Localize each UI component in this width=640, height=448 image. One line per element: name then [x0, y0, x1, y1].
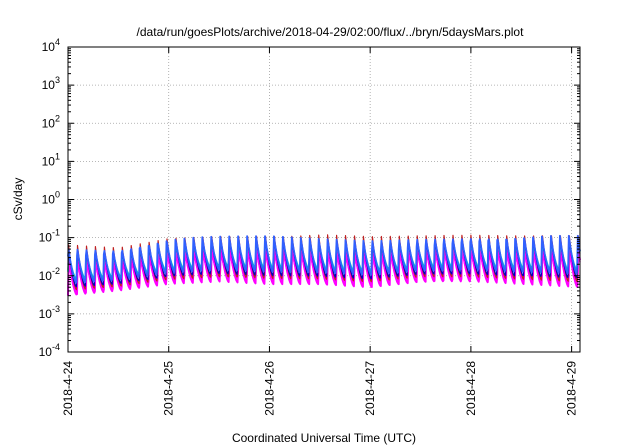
y-tick-label: 10-1: [39, 228, 60, 245]
x-tick-label: 2018-4-26: [262, 361, 276, 416]
series-line: [67, 249, 581, 293]
y-tick-label: 10-2: [39, 266, 60, 283]
y-tick-label: 10-4: [39, 342, 60, 359]
y-tick-label: 101: [42, 151, 60, 168]
x-tick-label: 2018-4-25: [162, 361, 176, 416]
y-axis-label: cSv/day: [11, 178, 25, 221]
x-tick-labels: 2018-4-24 2018-4-25 2018-4-26 2018-4-27 2018…: [61, 361, 579, 416]
y-tick-label: 103: [42, 75, 60, 92]
x-tick-label: 2018-4-28: [464, 361, 478, 416]
y-tick-label: 102: [42, 113, 60, 130]
y-tick-label: 104: [42, 37, 60, 54]
ticks: [67, 46, 580, 353]
x-axis-label: Coordinated Universal Time (UTC): [232, 431, 416, 445]
series-group: [67, 234, 581, 296]
x-tick-label: 2018-4-24: [61, 361, 75, 416]
y-tick-labels: 10-4 10-3 10-2 10-1 100 101 102 103 104: [39, 37, 60, 359]
x-tick-label: 2018-4-29: [565, 361, 579, 416]
y-tick-label: 10-3: [39, 304, 60, 321]
y-tick-label: 100: [42, 190, 60, 207]
x-tick-label: 2018-4-27: [363, 361, 377, 416]
series-line: [67, 234, 581, 284]
grid: [68, 47, 580, 352]
chart-title: /data/run/goesPlots/archive/2018-04-29/0…: [137, 25, 525, 39]
